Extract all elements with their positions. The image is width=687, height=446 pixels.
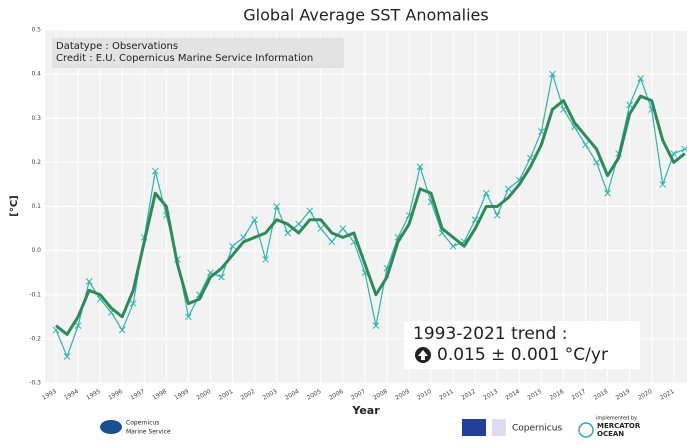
logo (100, 420, 122, 434)
marker (306, 207, 314, 215)
y-tick-label: -0.3 (29, 380, 41, 387)
marker (317, 225, 325, 232)
marker (493, 211, 501, 219)
annotation: Datatype : Observations (56, 41, 178, 52)
y-tick-label: -0.2 (29, 335, 41, 342)
marker (372, 322, 380, 329)
x-axis-label: Year (351, 404, 380, 417)
x-tick-label: 2005 (306, 388, 323, 402)
marker (129, 300, 137, 307)
footer-text: MERCATOR (597, 422, 641, 430)
x-tick-label: 2011 (438, 388, 455, 402)
x-tick-label: 2006 (328, 388, 345, 402)
marker (284, 229, 292, 237)
x-tick-label: 2007 (350, 388, 367, 402)
y-tick-label: -0.1 (29, 291, 41, 298)
marker (659, 181, 667, 188)
marker (604, 189, 611, 197)
y-tick-label: 0.5 (31, 27, 41, 34)
marker (549, 70, 556, 78)
x-tick-label: 2003 (262, 388, 279, 402)
x-tick-label: 2014 (504, 388, 521, 402)
x-tick-label: 2004 (284, 388, 301, 402)
marker (273, 203, 281, 210)
logo (492, 419, 506, 436)
x-tick-label: 2010 (416, 388, 433, 402)
marker (295, 220, 303, 228)
x-tick-label: 2009 (394, 388, 411, 402)
x-tick-label: 2016 (548, 388, 565, 402)
x-tick-label: 2018 (593, 388, 610, 402)
marker (328, 238, 336, 246)
marker (218, 273, 225, 281)
trend-title: 1993-2021 trend : (413, 324, 568, 344)
x-tick-label: 1994 (63, 388, 80, 402)
marker (185, 313, 192, 321)
series-line (55, 73, 686, 358)
annotation: Credit : E.U. Copernicus Marine Service … (56, 53, 313, 64)
x-tick-label: 2001 (218, 388, 235, 402)
marker (251, 216, 258, 224)
logo (578, 422, 594, 438)
x-tick-label: 2002 (240, 388, 257, 402)
y-tick-label: 0.0 (31, 247, 41, 254)
x-tick-label: 2015 (526, 388, 543, 402)
trend-text: 0.015 ± 0.001 °C/yr (437, 345, 608, 365)
x-tick-label: 1997 (129, 388, 146, 402)
chart-title: Global Average SST Anomalies (243, 6, 488, 25)
marker (63, 353, 71, 360)
y-tick-label: 0.1 (31, 203, 41, 210)
marker (74, 322, 82, 329)
footer-text: OCEAN (597, 430, 624, 438)
marker (626, 101, 633, 109)
footer-text: implemented by (596, 416, 637, 422)
y-axis-label: [°C] (9, 195, 20, 216)
y-tick-label: 0.3 (31, 115, 41, 122)
x-tick-label: 2021 (659, 388, 676, 402)
x-tick-label: 2017 (571, 388, 588, 402)
x-tick-label: 2012 (460, 388, 477, 402)
marker (582, 141, 589, 149)
marker (118, 326, 126, 334)
x-tick-label: 2000 (195, 388, 212, 402)
x-tick-label: 2013 (482, 388, 499, 402)
marker (637, 75, 645, 82)
marker (416, 163, 424, 171)
eu-flag (462, 419, 486, 436)
x-tick-label: 2020 (637, 388, 654, 402)
x-tick-label: 1993 (41, 388, 58, 402)
y-tick-label: 0.2 (31, 159, 41, 166)
credit-box (52, 38, 344, 68)
marker (85, 278, 93, 285)
x-tick-label: 1995 (85, 388, 102, 402)
x-tick-label: 2019 (615, 388, 632, 402)
marker (449, 242, 457, 250)
y-tick-label: 0.4 (31, 71, 41, 78)
x-tick-label: 1998 (151, 388, 168, 402)
trend-box (404, 321, 640, 369)
marker (482, 189, 490, 197)
arrow (418, 350, 428, 360)
marker (593, 159, 600, 166)
footer-text: Copernicus (126, 420, 159, 427)
footer-text: Marine Service (126, 429, 171, 436)
x-tick-label: 2008 (372, 388, 389, 402)
x-tick-label: 1999 (173, 388, 190, 402)
footer-text: Copernicus (512, 424, 562, 434)
marker (229, 242, 236, 250)
marker (262, 256, 269, 263)
marker (151, 167, 159, 175)
x-tick-label: 1996 (107, 388, 124, 402)
series-line (55, 94, 686, 336)
marker (504, 185, 512, 193)
marker (339, 225, 347, 232)
